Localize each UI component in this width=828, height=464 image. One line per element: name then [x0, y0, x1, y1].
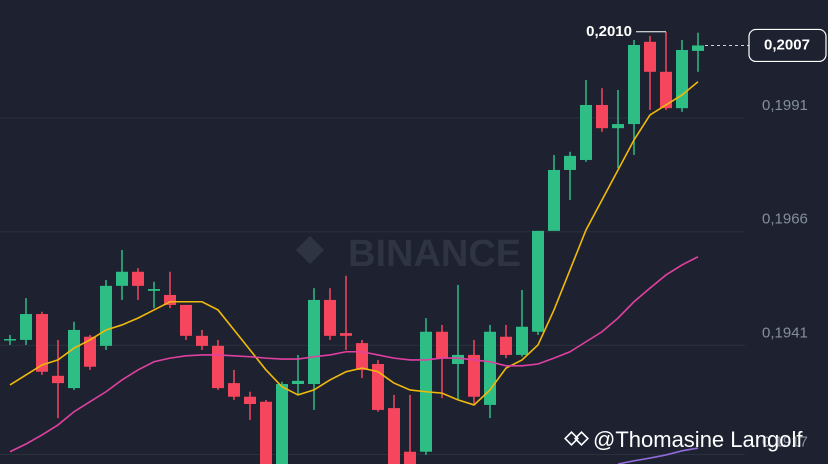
candle-body	[548, 169, 560, 231]
candle-body	[36, 314, 48, 372]
candle-body	[4, 339, 16, 341]
candle-body	[612, 124, 624, 129]
candle-body	[340, 333, 352, 336]
ma-line	[617, 447, 699, 464]
y-tick-label: 0,1917	[762, 433, 808, 450]
candle-body	[500, 336, 512, 355]
high-label: 0,2010	[586, 23, 632, 40]
credit-icon	[564, 431, 589, 446]
candle-body	[68, 329, 80, 389]
last-price-box	[748, 28, 827, 63]
candle-body	[356, 343, 368, 370]
candle-body	[564, 155, 576, 170]
ma-line	[9, 256, 699, 453]
watermark: BINANCE	[348, 233, 521, 275]
credit: @Thomasine Langolf	[593, 427, 803, 452]
candle-body	[676, 49, 688, 109]
y-tick-label: 0,1966	[762, 211, 808, 228]
candle-body	[244, 396, 256, 405]
ma-line	[9, 81, 699, 406]
candle-body	[260, 401, 272, 464]
candle-body	[84, 336, 96, 367]
candle-body	[644, 41, 656, 72]
candle-body	[388, 408, 400, 464]
candle-body	[228, 383, 240, 397]
candle-body	[180, 304, 192, 336]
last-price-label: 0,2007	[764, 36, 810, 53]
candle-body	[452, 354, 464, 365]
candle-body	[308, 299, 320, 385]
candle-body	[148, 289, 160, 291]
candle-body	[196, 335, 208, 346]
candle-body	[404, 451, 416, 464]
candle-body	[692, 45, 704, 51]
candle-body	[212, 345, 224, 389]
candle-body	[628, 44, 640, 125]
candle-body	[516, 326, 528, 355]
y-tick-label: 0,1941	[762, 324, 808, 341]
candle-body	[532, 230, 544, 332]
candle-body	[116, 271, 128, 286]
candle-body	[276, 384, 288, 464]
candle-body	[580, 104, 592, 160]
candle-body	[660, 71, 672, 109]
candle-body	[292, 380, 304, 385]
candle-body	[20, 314, 32, 340]
candle-body	[596, 104, 608, 129]
candle-body	[132, 271, 144, 286]
candle-body	[324, 299, 336, 336]
candle-body	[468, 354, 480, 397]
candle-body	[436, 331, 448, 359]
candle-body	[164, 294, 176, 305]
candle-body	[100, 285, 112, 346]
y-tick-label: 0,1991	[762, 97, 808, 114]
candle-body	[52, 375, 64, 384]
candle-body	[372, 364, 384, 410]
